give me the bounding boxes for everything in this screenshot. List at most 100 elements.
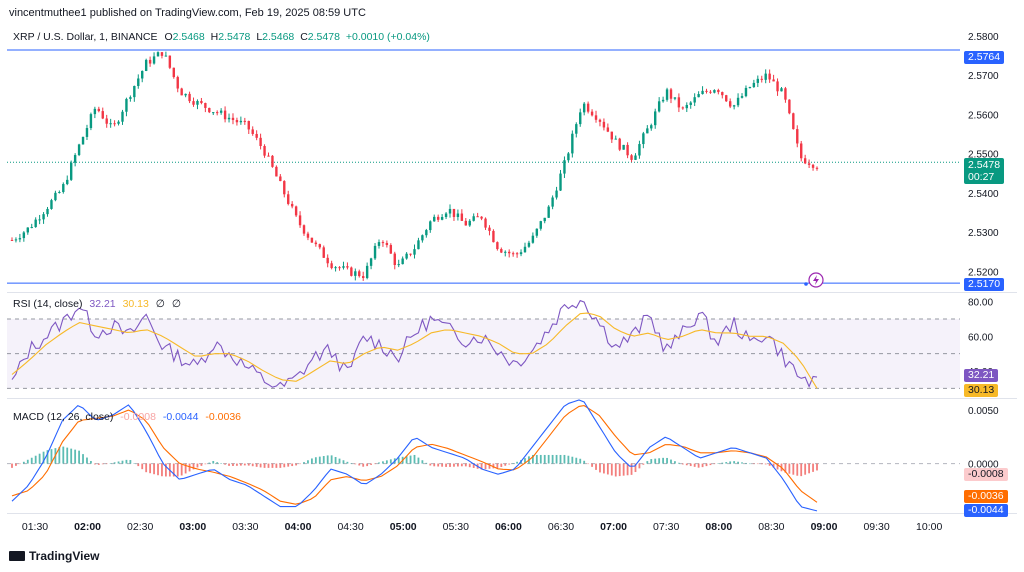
macd-histogram-bar xyxy=(539,454,542,464)
candle-body xyxy=(654,111,657,126)
macd-histogram-bar xyxy=(90,460,92,464)
macd-pane[interactable] xyxy=(7,399,960,512)
candle-body xyxy=(393,253,396,266)
candle-body xyxy=(14,239,18,241)
macd-histogram-bar xyxy=(133,463,136,464)
macd-histogram-bar xyxy=(145,463,148,473)
macd-histogram-bar xyxy=(97,463,100,465)
macd-histogram-bar xyxy=(670,459,672,464)
macd-histogram-bar xyxy=(571,456,574,464)
candle-body xyxy=(192,101,195,105)
macd-histogram-bar xyxy=(638,463,641,469)
candle-body xyxy=(10,239,14,241)
candle-body xyxy=(547,206,550,218)
candle-body xyxy=(634,155,637,160)
candle-body xyxy=(105,118,108,124)
time-tick-label: 09:30 xyxy=(863,521,889,533)
candle-body xyxy=(433,216,436,222)
macd-histogram-bar xyxy=(804,463,807,475)
candle-body xyxy=(369,258,373,266)
candle-body xyxy=(243,120,247,122)
time-tick-label: 05:00 xyxy=(390,521,417,533)
price-axis[interactable]: 2.5800 2.5700 2.5600 2.5500 2.5400 2.5300 2.52… xyxy=(960,28,1018,512)
macd-line xyxy=(11,399,818,512)
macd-title[interactable]: MACD (12, 26, close) xyxy=(13,411,114,423)
time-tick-label: 05:30 xyxy=(443,521,469,533)
price-pane[interactable] xyxy=(7,28,960,291)
candle-body xyxy=(772,79,775,82)
macd-histogram-bar xyxy=(725,462,728,464)
last-price-tag: 2.5478 00:27 xyxy=(964,158,1005,184)
candle-body xyxy=(622,144,625,150)
candle-body xyxy=(598,119,602,122)
macd-histogram-bar xyxy=(504,463,507,466)
macd-histogram-bar xyxy=(204,463,207,465)
macd-histogram-bar xyxy=(662,457,665,464)
replay-icon[interactable] xyxy=(808,272,824,288)
candle-body xyxy=(275,166,278,177)
macd-histogram-bar xyxy=(228,463,230,466)
macd-histogram-bar xyxy=(741,462,743,464)
macd-histogram-bar xyxy=(15,463,17,466)
candle-body xyxy=(200,100,203,104)
candle-body xyxy=(764,73,767,80)
candle-body xyxy=(322,247,325,258)
tradingview-logo[interactable]: TradingView xyxy=(9,549,99,563)
macd-histogram-bar xyxy=(283,463,286,468)
candle-body xyxy=(219,110,223,113)
candle-body xyxy=(606,127,610,132)
pane-divider[interactable] xyxy=(7,398,1017,399)
open-value: 2.5468 xyxy=(172,31,205,43)
symbol-title[interactable]: XRP / U.S. Dollar, 1, BINANCE xyxy=(13,31,158,43)
macd-histogram-bar xyxy=(784,463,787,473)
macd-histogram-bar xyxy=(216,462,219,464)
candle-body xyxy=(713,90,716,93)
candle-body xyxy=(184,93,187,96)
macd-histogram-bar xyxy=(200,463,203,466)
candle-body xyxy=(669,89,673,99)
macd-histogram-bar xyxy=(630,463,633,475)
macd-histogram-bar xyxy=(188,463,191,472)
rsi-value: 32.21 xyxy=(89,298,116,310)
candle-body xyxy=(365,265,369,279)
rsi-tick-label: 80.00 xyxy=(968,298,993,309)
time-axis[interactable]: 01:30 02:00 02:30 03:00 03:30 04:00 04:30 05:00… xyxy=(7,516,960,536)
macd-histogram-bar xyxy=(161,463,163,477)
candle-body xyxy=(468,220,471,226)
candle-body xyxy=(661,99,665,102)
macd-histogram-bar xyxy=(66,447,69,464)
macd-histogram-bar xyxy=(745,462,747,464)
candle-body xyxy=(89,114,93,129)
candle-body xyxy=(156,52,160,57)
macd-histogram-bar xyxy=(441,463,444,467)
candle-body xyxy=(58,191,61,193)
candle-body xyxy=(504,251,507,253)
rsi-title[interactable]: RSI (14, close) xyxy=(13,298,83,310)
macd-histogram-bar xyxy=(449,463,451,467)
macd-histogram-bar xyxy=(105,463,108,465)
candle-body xyxy=(54,192,57,201)
pane-divider[interactable] xyxy=(7,292,1017,293)
candle-body xyxy=(492,230,495,243)
candle-body xyxy=(69,162,73,180)
candle-body xyxy=(62,184,65,192)
macd-histogram-bar xyxy=(82,454,84,464)
candle-body xyxy=(646,128,649,134)
candle-body xyxy=(215,112,219,114)
candle-body xyxy=(697,94,700,98)
macd-histogram-bar xyxy=(314,457,317,464)
candle-body xyxy=(362,276,365,279)
candle-body xyxy=(807,163,811,165)
candle-body xyxy=(551,197,554,207)
macd-histogram-bar xyxy=(531,454,534,464)
macd-histogram-bar xyxy=(460,463,463,467)
macd-histogram-bar xyxy=(366,463,369,467)
macd-histogram-bar xyxy=(764,463,767,465)
candle-body xyxy=(768,73,771,80)
macd-histogram-bar xyxy=(693,463,696,467)
candle-body xyxy=(148,59,152,64)
candle-body xyxy=(298,215,302,226)
macd-histogram-bar xyxy=(385,460,388,464)
macd-hist-value: -0.0008 xyxy=(120,411,156,423)
rsi-pane[interactable] xyxy=(7,293,960,397)
